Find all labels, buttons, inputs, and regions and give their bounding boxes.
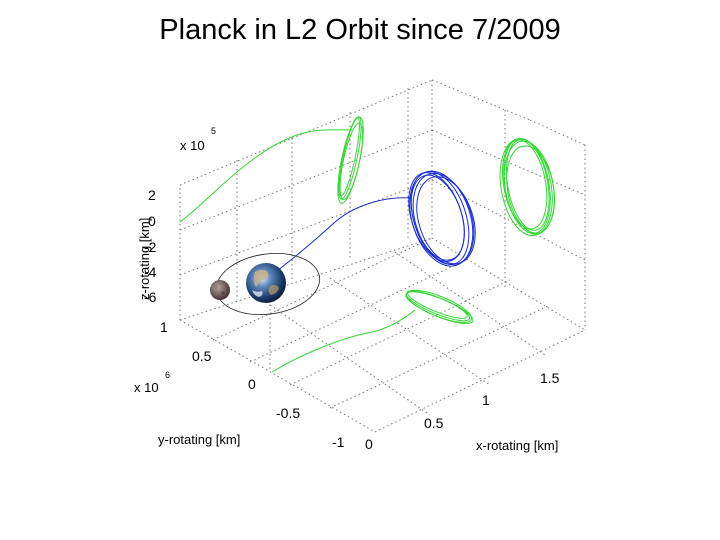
- y-tick: -0.5: [276, 405, 300, 421]
- x-tick: 1.5: [540, 370, 560, 386]
- earth-globe: [246, 263, 286, 303]
- y-tick: 0: [248, 376, 256, 392]
- y-tick: -1: [332, 434, 345, 450]
- z-axis-multiplier: x 10: [180, 138, 205, 153]
- y-tick: 1: [160, 319, 168, 335]
- y-axis-exponent: 6: [165, 370, 170, 380]
- y-axis: 1 0.5 0 -0.5 -1 x 10 6 y-rotating [km]: [134, 319, 345, 450]
- x-axis: 0 0.5 1 1.5 x-rotating [km]: [365, 370, 560, 453]
- blue-trajectory: [267, 170, 476, 279]
- x-tick: 1: [482, 392, 490, 408]
- slide-title: Planck in L2 Orbit since 7/2009: [159, 14, 561, 46]
- z-axis-exponent: 5: [211, 126, 216, 136]
- y-axis-multiplier: x 10: [134, 380, 159, 395]
- z-tick: 0: [148, 213, 156, 229]
- green-projections: [179, 116, 556, 373]
- y-axis-label: y-rotating [km]: [158, 432, 240, 447]
- x-axis-label: x-rotating [km]: [476, 438, 558, 453]
- x-tick: 0: [365, 436, 373, 452]
- z-tick: -6: [144, 289, 157, 305]
- y-tick: 0.5: [192, 348, 212, 364]
- z-axis-label: z-rotating [km]: [137, 218, 152, 300]
- z-tick: -4: [144, 264, 157, 280]
- x-tick: 0.5: [424, 415, 444, 431]
- moon-sphere: [210, 280, 230, 300]
- z-axis: 2 0 -2 -4 -6 x 10 5 z-rotating [km]: [137, 126, 216, 305]
- z-tick: -2: [144, 239, 157, 255]
- z-tick: 2: [148, 187, 156, 203]
- grid-lines: [179, 79, 586, 433]
